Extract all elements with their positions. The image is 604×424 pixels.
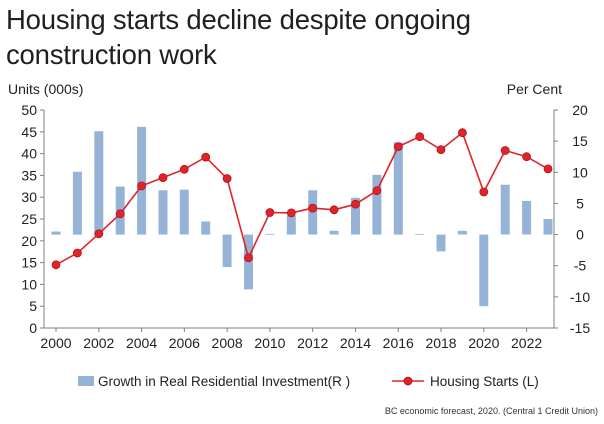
housing-starts-point xyxy=(137,181,147,191)
bar xyxy=(522,200,532,235)
left-tick-label: 10 xyxy=(21,276,37,292)
x-tick-label: 2014 xyxy=(340,335,371,351)
x-tick-label: 2018 xyxy=(425,335,456,351)
housing-starts-point xyxy=(158,173,168,183)
right-tick-label: 5 xyxy=(576,195,584,211)
left-tick-label: 40 xyxy=(21,146,37,162)
bar xyxy=(500,184,510,235)
right-tick-label: -15 xyxy=(570,320,590,336)
x-tick-label: 2006 xyxy=(169,335,200,351)
axes: 0 5 10 15 20 25 30 35 40 45 50 -15 -10 -5 0 5 10 15 20 2000… xyxy=(21,102,590,351)
housing-starts-point xyxy=(543,164,553,174)
housing-starts-point xyxy=(393,142,403,152)
housing-starts-point xyxy=(201,152,211,162)
chart-title: Housing starts decline despite ongoing c… xyxy=(6,4,471,70)
housing-starts-point xyxy=(51,260,61,270)
left-tick-label: 45 xyxy=(21,124,37,140)
x-tick-label: 2010 xyxy=(254,335,285,351)
x-tick-label: 2008 xyxy=(212,335,243,351)
left-tick-label: 0 xyxy=(29,320,37,336)
bar xyxy=(457,230,467,235)
legend: Growth in Real Residential Investment(R … xyxy=(78,374,539,389)
housing-starts-point xyxy=(115,209,125,219)
housing-starts-point xyxy=(308,203,318,213)
housing-starts-point xyxy=(479,187,489,197)
housing-starts-point xyxy=(286,208,296,218)
left-tick-label: 20 xyxy=(21,233,37,249)
bar xyxy=(179,189,189,235)
legend-bar-label: Growth in Real Residential Investment(R … xyxy=(98,374,350,389)
housing-starts-point xyxy=(457,128,467,138)
housing-starts-point xyxy=(73,248,82,258)
bar xyxy=(372,174,382,235)
housing-starts-point xyxy=(436,145,446,155)
source-note: BC economic forecast, 2020. (Central 1 C… xyxy=(384,406,598,416)
x-tick-label: 2002 xyxy=(83,335,114,351)
housing-starts-point xyxy=(415,132,425,142)
legend-line-marker xyxy=(403,376,413,386)
housing-starts-point xyxy=(222,174,232,183)
left-tick-label: 50 xyxy=(21,102,37,118)
right-tick-label: 15 xyxy=(572,133,588,149)
x-tick-label: 2016 xyxy=(383,335,414,351)
right-tick-label: 0 xyxy=(576,227,584,243)
left-tick-label: 35 xyxy=(21,167,37,183)
legend-bar-swatch xyxy=(78,376,94,386)
line-series xyxy=(51,128,553,270)
bar xyxy=(72,171,82,235)
housing-starts-point xyxy=(265,208,275,217)
bar xyxy=(286,215,296,235)
housing-starts-point xyxy=(372,186,382,196)
legend-line-label: Housing Starts (L) xyxy=(430,374,539,389)
housing-starts-point xyxy=(500,146,510,155)
bar xyxy=(94,131,104,235)
bar xyxy=(329,230,339,235)
x-tick-label: 2012 xyxy=(297,335,328,351)
bar xyxy=(436,234,446,252)
bar xyxy=(137,126,147,235)
x-tick-label: 2000 xyxy=(40,335,71,351)
left-tick-label: 30 xyxy=(21,189,37,205)
right-tick-label: -10 xyxy=(570,289,590,305)
housing-starts-point xyxy=(329,205,339,215)
housing-starts-line xyxy=(55,131,549,266)
bar xyxy=(543,219,553,235)
bar xyxy=(222,234,232,267)
bar xyxy=(265,233,275,235)
housing-starts-point xyxy=(351,199,360,209)
left-tick-label: 25 xyxy=(21,211,37,227)
housing-starts-point xyxy=(522,152,531,162)
right-tick-label: -5 xyxy=(574,258,587,274)
left-tick-label: 5 xyxy=(29,298,37,314)
bar xyxy=(158,190,168,235)
bar xyxy=(51,231,61,235)
bar-series xyxy=(51,126,553,307)
left-axis-label: Units (000s) xyxy=(8,81,83,97)
housing-starts-point xyxy=(244,253,253,263)
bar xyxy=(393,142,403,235)
housing-starts-point xyxy=(94,229,104,239)
bar xyxy=(351,197,360,235)
x-tick-label: 2022 xyxy=(511,335,542,351)
left-tick-label: 15 xyxy=(21,255,37,271)
housing-starts-point xyxy=(179,164,189,174)
bar xyxy=(479,234,489,307)
x-tick-label: 2020 xyxy=(468,335,499,351)
bar xyxy=(201,221,211,235)
right-tick-label: 20 xyxy=(572,102,588,118)
right-axis-label: Per Cent xyxy=(507,81,562,97)
x-tick-label: 2004 xyxy=(126,335,157,351)
right-tick-label: 10 xyxy=(572,164,588,180)
bar xyxy=(415,233,425,235)
